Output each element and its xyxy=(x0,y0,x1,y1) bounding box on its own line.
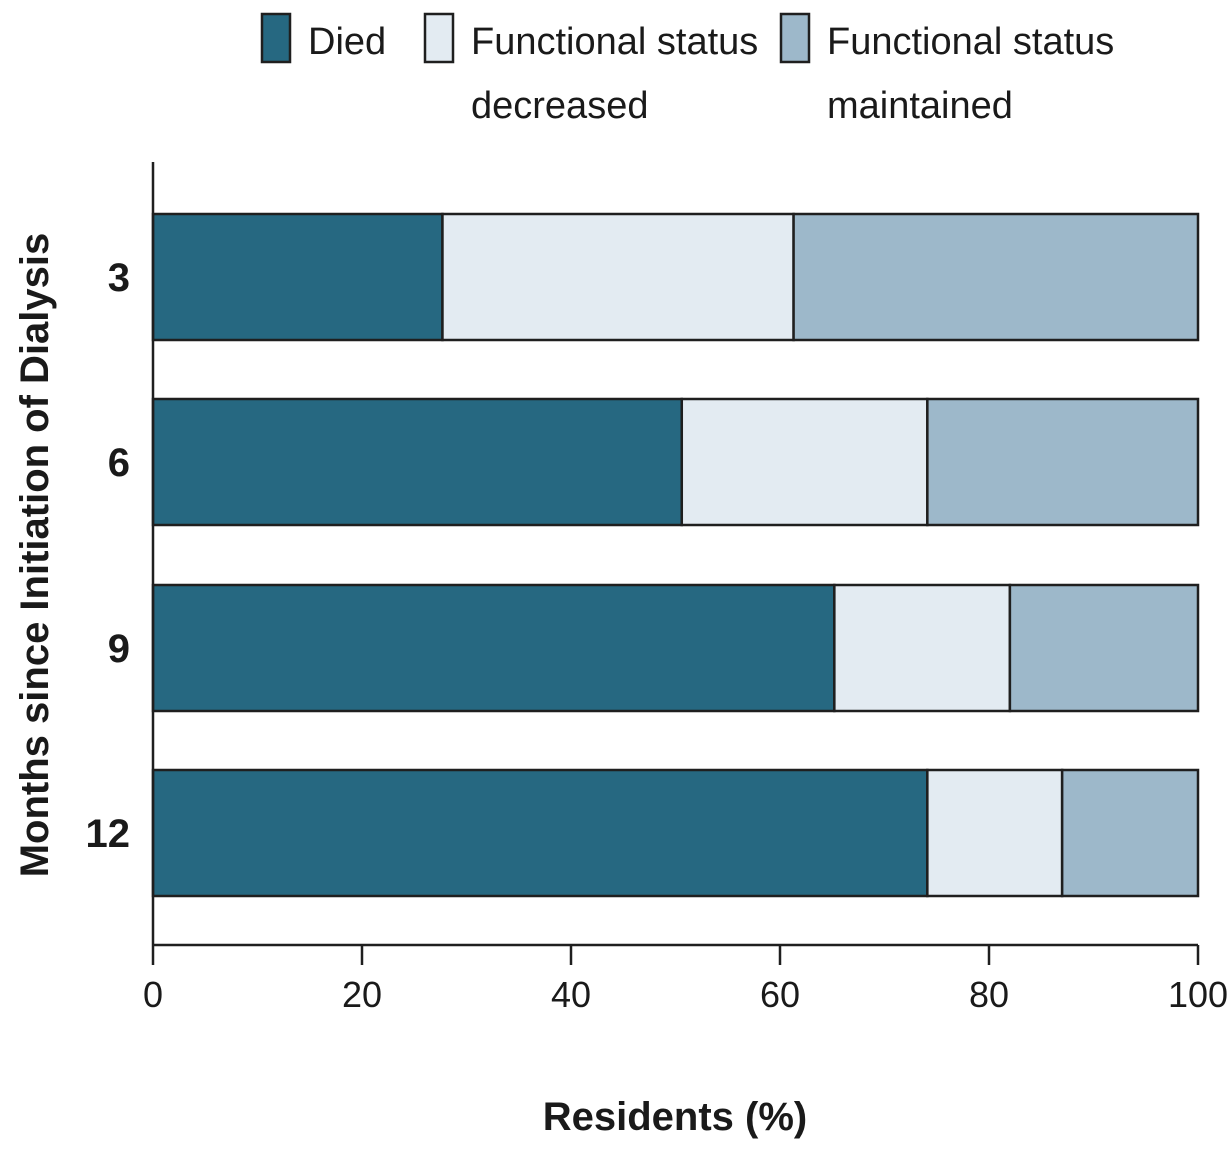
legend-label-2-line-1: maintained xyxy=(827,85,1013,127)
bar-segment-9-1 xyxy=(833,583,1012,713)
bar-segment-6-1 xyxy=(680,397,929,527)
bar-segment-3-0 xyxy=(151,212,444,342)
bar-segment-12-0 xyxy=(151,768,929,898)
axes-group: 0 20 40 60 80 100 xyxy=(143,162,1228,1015)
x-tick-label-20: 20 xyxy=(342,974,382,1015)
legend-swatch-1 xyxy=(423,12,455,64)
bar-segment-9-2 xyxy=(1008,583,1200,713)
bar-segment-3-2 xyxy=(792,212,1200,342)
x-tick-label-40: 40 xyxy=(551,974,591,1015)
legend-label-1-line-1: decreased xyxy=(471,85,648,127)
legend-label-1-line-0: Functional status xyxy=(471,21,758,63)
x-tick-label-100: 100 xyxy=(1168,974,1228,1015)
legend-swatch-0 xyxy=(260,12,292,64)
x-axis-title: Residents (%) xyxy=(543,1095,808,1139)
legend-label-0-line-0: Died xyxy=(308,21,386,63)
x-tick-label-80: 80 xyxy=(969,974,1009,1015)
bar-segment-9-0 xyxy=(151,583,836,713)
bar-segment-6-2 xyxy=(926,397,1200,527)
x-tick-label-0: 0 xyxy=(143,974,163,1015)
bar-segment-6-0 xyxy=(151,397,684,527)
bars-group: 3 6 9 12 xyxy=(86,212,1200,898)
y-tick-label-6: 6 xyxy=(108,441,130,485)
bar-segment-12-2 xyxy=(1060,768,1200,898)
legend-label-2-line-0: Functional status xyxy=(827,21,1114,63)
legend-swatch-2 xyxy=(779,12,811,64)
y-tick-label-3: 3 xyxy=(108,256,130,300)
y-tick-label-12: 12 xyxy=(86,812,131,856)
x-tick-label-60: 60 xyxy=(760,974,800,1015)
bar-segment-3-1 xyxy=(441,212,795,342)
y-axis-title: Months since Initiation of Dialysis xyxy=(13,233,57,878)
legend: Died Functional status decreased Functional… xyxy=(260,12,1114,127)
y-tick-label-9: 9 xyxy=(108,627,130,671)
bar-segment-12-1 xyxy=(926,768,1064,898)
